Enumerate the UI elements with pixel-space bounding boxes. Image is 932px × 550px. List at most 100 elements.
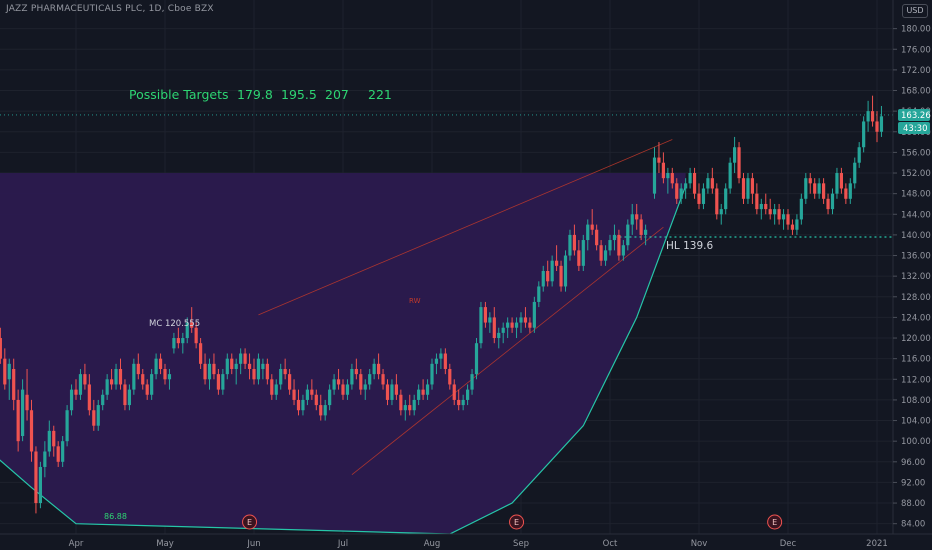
- candle-body: [7, 363, 11, 380]
- candle-body: [519, 317, 523, 323]
- candle-body: [412, 399, 416, 411]
- candle-body: [510, 322, 514, 328]
- candle-body: [523, 317, 528, 323]
- candle-body: [390, 384, 394, 400]
- candle-body: [830, 193, 835, 210]
- candle-body: [470, 374, 474, 390]
- wedge-lower-line: [351, 226, 664, 476]
- candle-body: [479, 307, 483, 344]
- candle-body: [92, 410, 96, 426]
- candle-body: [448, 368, 452, 385]
- y-tick-label: 104.00: [901, 417, 931, 427]
- candle-body: [247, 363, 252, 369]
- candle-body: [0, 338, 2, 359]
- candle-body: [38, 466, 42, 504]
- candle-body: [555, 260, 559, 266]
- candle-body: [621, 245, 625, 256]
- candle-body: [225, 358, 229, 375]
- hl-label: HL 139.6: [666, 240, 713, 252]
- candle-body: [158, 358, 163, 369]
- chart-title: JAZZ PHARMACEUTICALS PLC, 1D, Cboe BZX: [6, 4, 214, 14]
- candle-body: [239, 353, 243, 364]
- x-tick-label: Aug: [424, 539, 441, 549]
- earnings-marker-label: E: [772, 518, 777, 527]
- candle-body: [715, 188, 719, 215]
- candle-body: [822, 183, 826, 199]
- candle-body: [808, 178, 812, 184]
- candle-body: [875, 121, 879, 132]
- candle-body: [786, 214, 790, 225]
- candle-body: [385, 384, 390, 400]
- y-tick-label: 108.00: [901, 396, 931, 406]
- candle-body: [354, 368, 358, 375]
- candle-body: [319, 405, 323, 416]
- candle-body: [813, 183, 817, 194]
- candle-body: [123, 384, 127, 406]
- candle-body: [581, 240, 585, 266]
- candle-body: [381, 374, 385, 385]
- candle-body: [279, 368, 283, 385]
- countdown-badge: [898, 121, 930, 134]
- candle-body: [728, 162, 732, 189]
- candle-body: [764, 203, 768, 210]
- candle-body: [172, 338, 176, 349]
- y-tick-label: 172.00: [901, 66, 931, 76]
- candle-body: [12, 368, 16, 400]
- targets-label: Possible Targets: [129, 87, 229, 102]
- candle-body: [256, 358, 261, 380]
- candle-body: [34, 451, 38, 504]
- candle-body: [737, 147, 741, 179]
- candle-body: [425, 384, 430, 395]
- earnings-marker-label: E: [247, 518, 252, 527]
- candle-body: [746, 178, 750, 199]
- mc-label: MC 120.555: [149, 319, 200, 329]
- price-axis-bg: [893, 0, 932, 550]
- candle-body: [83, 374, 87, 385]
- candle-body: [844, 188, 848, 199]
- candle-body: [826, 198, 830, 210]
- candle-body: [190, 322, 194, 328]
- y-tick-label: 100.00: [901, 437, 931, 447]
- candle-body: [336, 379, 341, 385]
- candle-body: [69, 389, 74, 411]
- earnings-marker: [767, 514, 783, 530]
- x-tick-label: Oct: [603, 539, 618, 549]
- pattern-lines: [0, 114, 893, 476]
- y-tick-label: 128.00: [901, 293, 931, 303]
- candle-body: [399, 394, 403, 411]
- candle-body: [835, 173, 839, 194]
- candle-body: [773, 209, 777, 215]
- currency-badge[interactable]: USD: [902, 4, 928, 18]
- candle-body: [243, 353, 247, 364]
- target-value: 179.8: [237, 87, 273, 102]
- y-tick-label: 144.00: [901, 210, 931, 220]
- candle-body: [546, 271, 550, 282]
- candle-body: [417, 389, 421, 400]
- candle-body: [127, 389, 131, 406]
- candle-body: [363, 384, 367, 390]
- candle-body: [866, 111, 870, 122]
- candle-body: [47, 430, 51, 452]
- candle-body: [296, 399, 301, 411]
- candle-body: [118, 368, 123, 385]
- y-tick-label: 148.00: [901, 190, 931, 200]
- candle-body: [577, 250, 581, 266]
- candle-body: [759, 203, 763, 210]
- candle-body: [848, 183, 852, 199]
- y-tick-label: 112.00: [901, 375, 931, 385]
- candle-body: [305, 389, 309, 400]
- candle-body: [377, 363, 381, 375]
- candle-body: [16, 399, 20, 442]
- candle-body: [203, 363, 207, 380]
- candle-body: [56, 446, 60, 462]
- y-tick-label: 96.00: [901, 458, 925, 468]
- candle-body: [288, 374, 292, 390]
- candle-body: [74, 389, 78, 395]
- candle-body: [261, 363, 265, 369]
- candle-body: [154, 358, 158, 375]
- candle-body: [421, 389, 425, 395]
- candle-body: [706, 178, 710, 189]
- candle-body: [537, 286, 541, 302]
- candle-body: [635, 214, 639, 220]
